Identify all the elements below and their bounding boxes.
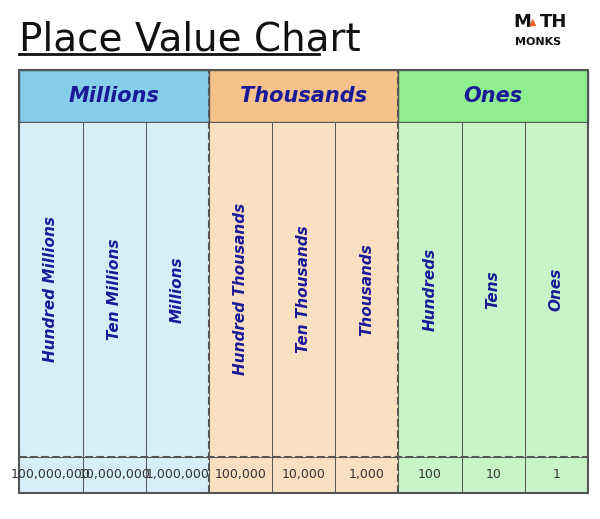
Text: Ones: Ones: [549, 268, 564, 311]
Text: ▲: ▲: [529, 17, 537, 26]
Text: Thousands: Thousands: [359, 243, 374, 336]
Bar: [19, 70, 588, 493]
Text: MONKS: MONKS: [515, 37, 561, 47]
Text: 10,000: 10,000: [282, 468, 326, 482]
Bar: [398, 70, 588, 122]
Bar: [272, 457, 335, 493]
Bar: [209, 457, 272, 493]
Bar: [525, 457, 588, 493]
Bar: [335, 457, 398, 493]
Text: TH: TH: [540, 13, 568, 31]
Text: 1,000,000: 1,000,000: [145, 468, 209, 482]
Text: Millions: Millions: [170, 256, 185, 323]
Bar: [83, 122, 146, 457]
Text: Hundreds: Hundreds: [422, 248, 437, 331]
Text: Hundred Millions: Hundred Millions: [43, 216, 58, 362]
Bar: [272, 122, 335, 457]
Bar: [209, 122, 272, 457]
Bar: [525, 122, 588, 457]
Text: Place Value Chart: Place Value Chart: [19, 21, 361, 59]
Bar: [398, 457, 461, 493]
Bar: [461, 457, 525, 493]
Text: 10: 10: [485, 468, 501, 482]
Bar: [19, 122, 83, 457]
Text: 100: 100: [418, 468, 442, 482]
Bar: [146, 457, 209, 493]
Text: 1: 1: [553, 468, 560, 482]
Bar: [398, 122, 461, 457]
Bar: [335, 122, 398, 457]
Bar: [19, 70, 209, 122]
Text: 100,000: 100,000: [215, 468, 266, 482]
Text: 1,000: 1,000: [349, 468, 385, 482]
Bar: [146, 122, 209, 457]
Bar: [209, 70, 398, 122]
Text: Millions: Millions: [69, 86, 160, 106]
Text: 100,000,000: 100,000,000: [11, 468, 91, 482]
Bar: [83, 457, 146, 493]
Text: Tens: Tens: [486, 270, 501, 309]
Text: Ones: Ones: [464, 86, 523, 106]
Text: Thousands: Thousands: [240, 86, 367, 106]
Text: Ten Thousands: Ten Thousands: [296, 225, 311, 353]
Text: Hundred Thousands: Hundred Thousands: [233, 203, 248, 375]
Text: 10,000,000: 10,000,000: [78, 468, 150, 482]
Text: Ten Millions: Ten Millions: [107, 239, 122, 340]
Text: M: M: [513, 13, 531, 31]
Bar: [19, 457, 83, 493]
Bar: [461, 122, 525, 457]
